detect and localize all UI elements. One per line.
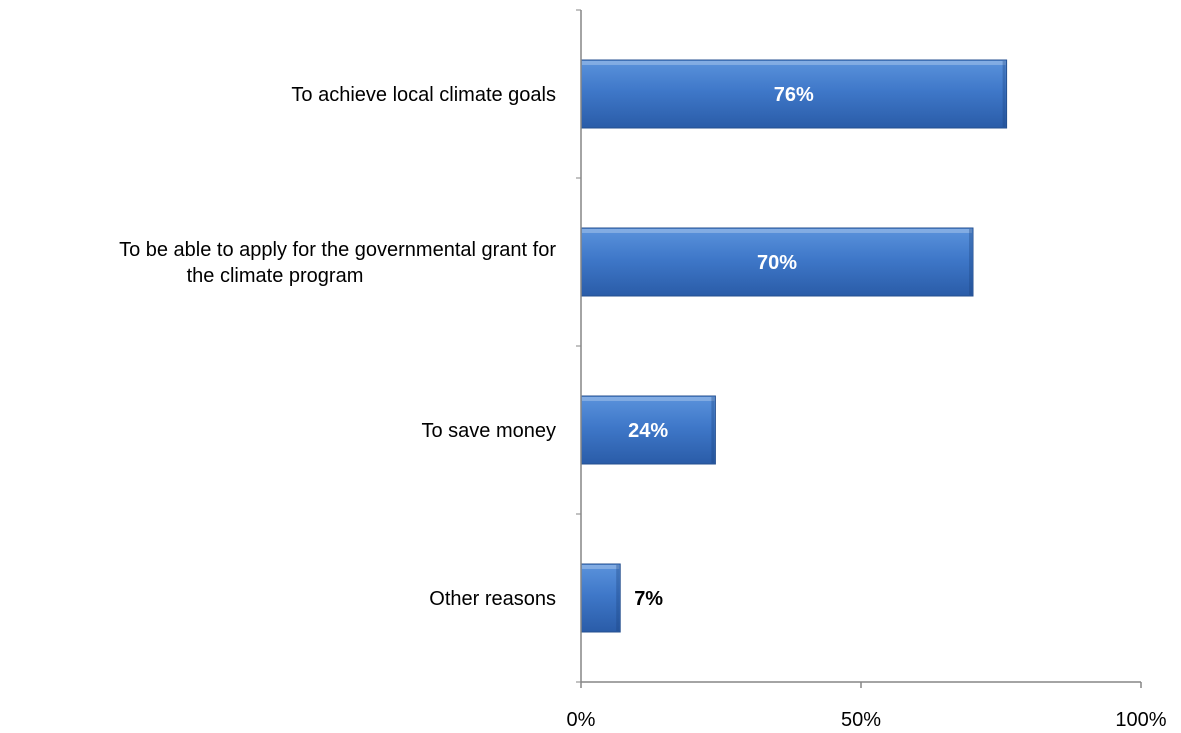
bar <box>580 59 1008 129</box>
bar-highlight <box>582 61 1006 65</box>
bar-edge-shade <box>616 565 620 631</box>
data-label: 76% <box>774 84 814 106</box>
bar-edge-shade <box>711 397 715 463</box>
bar <box>580 563 621 633</box>
bar <box>580 395 716 465</box>
bar-highlight <box>582 565 620 569</box>
category-label: the climate program <box>187 265 364 287</box>
labels-layer: 76% To achieve local climate goals 70% To b… <box>119 84 1167 731</box>
bar-edge-shade <box>1002 61 1006 127</box>
bar <box>580 227 974 297</box>
axes-layer <box>576 9 1142 688</box>
x-tick-label: 50% <box>841 709 881 731</box>
x-tick-label: 100% <box>1115 709 1166 731</box>
category-label: To be able to apply for the governmental… <box>119 239 556 261</box>
data-label: 7% <box>634 588 663 610</box>
x-tick-label: 0% <box>567 709 596 731</box>
category-label: To save money <box>421 420 556 442</box>
bars-layer <box>580 59 1008 633</box>
bar-edge-shade <box>969 229 972 295</box>
bar-highlight <box>582 229 972 233</box>
bar-highlight <box>582 397 715 401</box>
data-label: 70% <box>757 252 797 274</box>
category-label: Other reasons <box>429 588 556 610</box>
category-label: To achieve local climate goals <box>291 84 556 106</box>
data-label: 24% <box>628 420 668 442</box>
